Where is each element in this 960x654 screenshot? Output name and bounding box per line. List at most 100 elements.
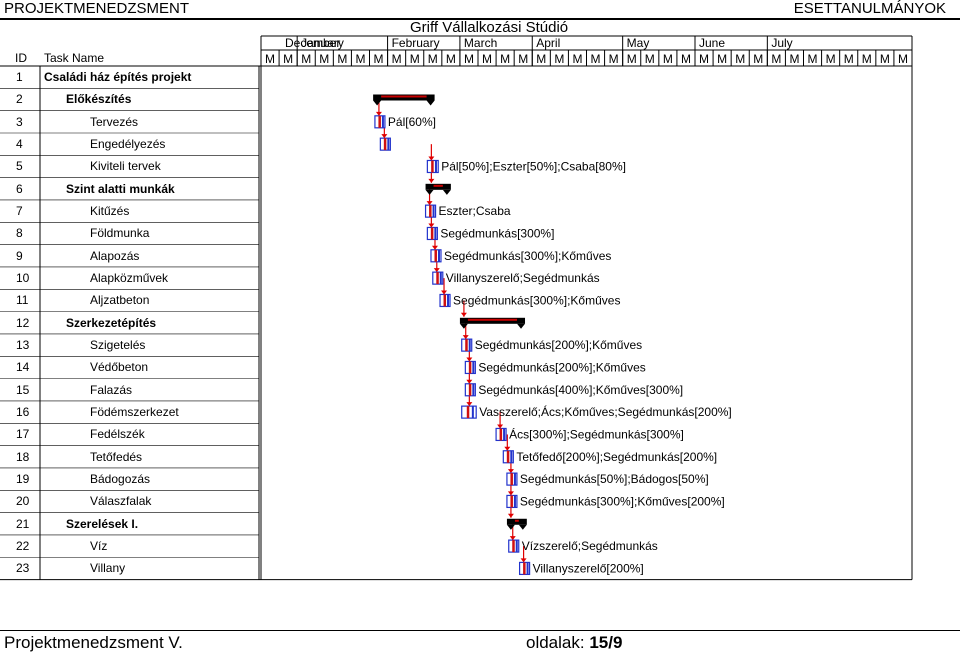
- task-progress-mark: [512, 540, 515, 553]
- week-label: M: [464, 52, 474, 66]
- task-id: 4: [16, 136, 23, 151]
- resource-label: Eszter;Csaba: [439, 204, 511, 218]
- week-label: M: [536, 52, 546, 66]
- week-label: M: [862, 52, 872, 66]
- task-name: Bádogozás: [90, 471, 151, 486]
- task-progress-mark: [436, 272, 439, 285]
- resource-label: Segédmunkás[200%];Kőműves: [475, 338, 642, 352]
- task-progress-mark: [510, 473, 513, 486]
- task-name: Alapozás: [90, 248, 140, 263]
- week-label: M: [572, 52, 582, 66]
- month-label: June: [699, 36, 725, 50]
- month-label: February: [392, 36, 440, 50]
- week-label: M: [265, 52, 275, 66]
- summary-start-marker: [425, 189, 434, 195]
- task-split-mark: [468, 339, 471, 352]
- task-name: Válaszfalak: [90, 494, 152, 509]
- resource-label: Segédmunkás[200%];Kőműves: [478, 360, 645, 374]
- task-id: 3: [16, 114, 23, 129]
- task-split-mark: [510, 450, 513, 463]
- resource-label: Segédmunkás[300%];Kőműves[200%]: [520, 494, 725, 508]
- dependency-arrow: [466, 379, 473, 384]
- footer-rule: [0, 630, 960, 631]
- footer-page: oldalak: 15/9: [526, 633, 622, 653]
- task-id: 20: [16, 494, 30, 509]
- summary-progress: [381, 95, 427, 98]
- week-label: M: [482, 52, 492, 66]
- week-label: M: [699, 52, 709, 66]
- resource-label: Segédmunkás[300%];Kőműves: [453, 293, 620, 307]
- month-label: December: [285, 36, 340, 50]
- resource-label: Segédmunkás[400%];Kőműves[300%]: [478, 383, 683, 397]
- resource-label: Segédmunkás[300%];Kőműves: [444, 249, 611, 263]
- summary-start-marker: [459, 323, 468, 329]
- task-name: Engedélyezés: [90, 136, 166, 151]
- week-label: M: [771, 52, 781, 66]
- summary-end-marker: [426, 100, 435, 106]
- task-id: 17: [16, 427, 30, 442]
- week-label: M: [681, 52, 691, 66]
- summary-end-marker: [518, 524, 527, 530]
- week-label: M: [645, 52, 655, 66]
- week-label: M: [753, 52, 763, 66]
- month-label: July: [771, 36, 792, 50]
- summary-end-marker: [442, 189, 451, 195]
- month-label: May: [627, 36, 650, 50]
- week-label: M: [337, 52, 347, 66]
- dependency-arrow: [375, 111, 382, 116]
- task-split-mark: [447, 294, 450, 307]
- dependency-arrow: [428, 178, 435, 183]
- task-id: 13: [16, 337, 30, 352]
- week-label: M: [789, 52, 799, 66]
- resource-label: Ács[300%];Segédmunkás[300%]: [509, 426, 684, 441]
- task-split-mark: [513, 495, 516, 508]
- task-id: 8: [16, 226, 23, 241]
- footer-title: Projektmenedzsment V.: [4, 633, 183, 652]
- task-name: Szint alatti munkák: [66, 181, 175, 196]
- task-progress-mark: [468, 383, 472, 396]
- week-label: M: [627, 52, 637, 66]
- task-name: Védőbeton: [90, 360, 149, 375]
- dependency-arrow: [509, 536, 516, 541]
- task-split-mark: [434, 227, 437, 240]
- task-id: 23: [16, 561, 30, 576]
- task-split-mark: [432, 205, 435, 218]
- week-label: M: [301, 52, 311, 66]
- task-name: Tervezés: [90, 114, 139, 129]
- dependency-arrow: [441, 290, 448, 295]
- header-rule: [0, 18, 960, 20]
- task-id: 14: [16, 360, 30, 375]
- week-label: M: [844, 52, 854, 66]
- task-id: 16: [16, 404, 30, 419]
- task-split-mark: [434, 160, 437, 173]
- task-id: 1: [16, 70, 23, 84]
- task-progress-mark: [510, 495, 513, 508]
- summary-progress: [467, 318, 518, 321]
- week-label: M: [446, 52, 456, 66]
- task-id: 11: [16, 293, 29, 308]
- dependency-arrow: [428, 156, 435, 161]
- task-name: Víz: [90, 538, 108, 553]
- footer-page-value: 15/9: [589, 633, 623, 652]
- task-name: Villany: [90, 561, 126, 576]
- task-progress-mark: [443, 294, 447, 307]
- task-progress-mark: [506, 450, 510, 463]
- document-header-left: PROJEKTMENEDZSMENT: [4, 0, 190, 17]
- week-label: M: [735, 52, 745, 66]
- task-id: 18: [16, 449, 30, 464]
- task-progress-mark: [465, 339, 468, 352]
- summary-start-marker: [373, 100, 382, 106]
- task-split-mark: [515, 540, 518, 553]
- dependency-arrow: [507, 469, 514, 474]
- week-label: M: [428, 52, 438, 66]
- task-id: 15: [16, 382, 30, 397]
- week-label: M: [717, 52, 727, 66]
- month-label: April: [536, 36, 560, 50]
- resource-label: Pál[50%];Eszter[50%];Csaba[80%]: [441, 159, 626, 173]
- task-id: 19: [16, 471, 30, 486]
- task-name: Szerkezetépítés: [66, 315, 157, 330]
- dependency-arrow: [504, 446, 511, 451]
- task-name: Falazás: [90, 382, 133, 397]
- dependency-arrow: [431, 245, 438, 250]
- task-name: Aljzatbeton: [90, 293, 150, 308]
